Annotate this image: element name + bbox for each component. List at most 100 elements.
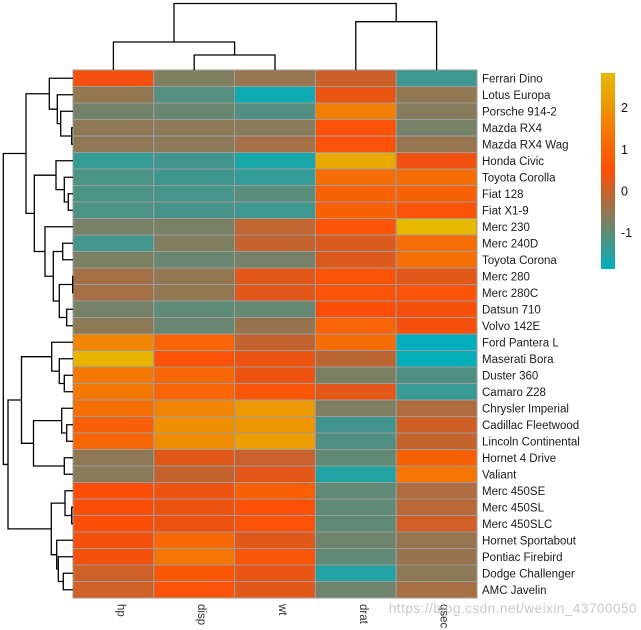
row-label: Mazda RX4 [482,123,543,135]
heatmap-cell [395,135,478,153]
heatmap-cell [395,416,478,434]
heatmap-cell [314,482,397,500]
heatmap-cell [153,218,236,236]
heatmap-cell [395,185,478,203]
heatmap-cell [395,317,478,335]
heatmap-cell [395,69,478,87]
legend-gradient-bar [601,73,615,269]
column-dendrogram-branch [173,2,397,42]
heatmap-cell [153,366,236,384]
heatmap-cell [314,432,397,450]
heatmap-cell [72,581,155,599]
heatmap-cell [234,201,316,219]
heatmap-cell [72,482,155,500]
row-dendrogram-branch [57,556,73,583]
heatmap-cell [153,102,236,120]
heatmap-cell [72,234,155,252]
heatmap-cell [153,548,236,566]
heatmap-cell [234,267,316,285]
row-label: Hornet 4 Drive [482,453,556,465]
heatmap-cell [234,548,316,566]
heatmap-cell [314,284,397,302]
heatmap-cell [153,416,236,434]
row-label: Mazda RX4 Wag [482,139,569,151]
heatmap-cell [395,531,478,549]
heatmap-cell [72,432,155,450]
row-dendrogram-branch [50,502,65,556]
heatmap-cell [395,449,478,467]
heatmap-cell [72,531,155,549]
row-label: Datsun 710 [482,304,541,316]
heatmap-cell [314,317,397,335]
heatmap-cell [72,465,155,483]
heatmap-cell [395,399,478,417]
heatmap-cell [72,449,155,467]
heatmap-cell [72,333,155,351]
heatmap-cell [234,251,316,269]
row-dendrogram-branch [67,193,73,211]
heatmap-cell [314,119,397,137]
row-dendrogram-branch [7,399,52,530]
heatmap-cell [234,581,316,599]
heatmap-cell [153,399,236,417]
heatmap-cell [153,284,236,302]
heatmap-cell [234,399,316,417]
legend-tick-label: -1 [621,226,632,240]
heatmap-cell [314,531,397,549]
heatmap-cell [72,102,155,120]
heatmap-cell [395,350,478,368]
heatmap-cell [314,300,397,318]
heatmap-cell [153,152,236,170]
heatmap-cell [72,267,155,285]
heatmap-cell [72,383,155,401]
column-dendrogram-branch [112,41,236,70]
heatmap-cell [153,531,236,549]
row-label: Volvo 142E [482,321,541,333]
heatmap-cell [72,366,155,384]
heatmap-cell [395,581,478,599]
column-label: wt [276,603,288,616]
heatmap-cell [234,465,316,483]
heatmap-cell [72,564,155,582]
heatmap-cell [72,119,155,137]
row-dendrogram-branch [56,539,73,570]
heatmap-cell [72,284,155,302]
row-dendrogram-branch [66,308,73,327]
heatmap-cell [153,564,236,582]
heatmap-cell [395,234,478,252]
heatmap-cell [234,416,316,434]
heatmap-cell [314,267,397,285]
row-dendrogram-branch [66,424,73,442]
heatmap-cell [153,432,236,450]
heatmap-cell [153,383,236,401]
legend-tick-label: 1 [621,143,628,157]
heatmap-cell [314,185,397,203]
heatmap-cell [314,168,397,186]
heatmap-cell [153,168,236,186]
heatmap-cell [234,218,316,236]
heatmap-cell [234,366,316,384]
heatmap-cell [234,498,316,516]
row-dendrogram-branch [63,374,73,393]
row-dendrogram-branch [51,341,73,372]
row-dendrogram-branch [58,358,73,385]
heatmap-cell [314,218,397,236]
heatmap-cell [395,482,478,500]
heatmap-cell [234,333,316,351]
heatmap-cell [72,251,155,269]
heatmap-cell [72,135,155,153]
heatmap-cell [234,135,316,153]
heatmap-cell [72,300,155,318]
heatmap-cell [234,86,316,104]
column-dendrogram-branch [193,54,276,70]
heatmap-cell [153,449,236,467]
heatmap-cell [395,564,478,582]
row-label: Merc 280 [482,271,530,283]
row-label: Merc 230 [482,222,530,234]
row-label: Ferrari Dino [482,73,543,85]
heatmap-cell [234,317,316,335]
column-label: hp [114,604,126,617]
heatmap-cell [395,267,478,285]
heatmap-cell [395,86,478,104]
heatmap-cell [72,515,155,533]
